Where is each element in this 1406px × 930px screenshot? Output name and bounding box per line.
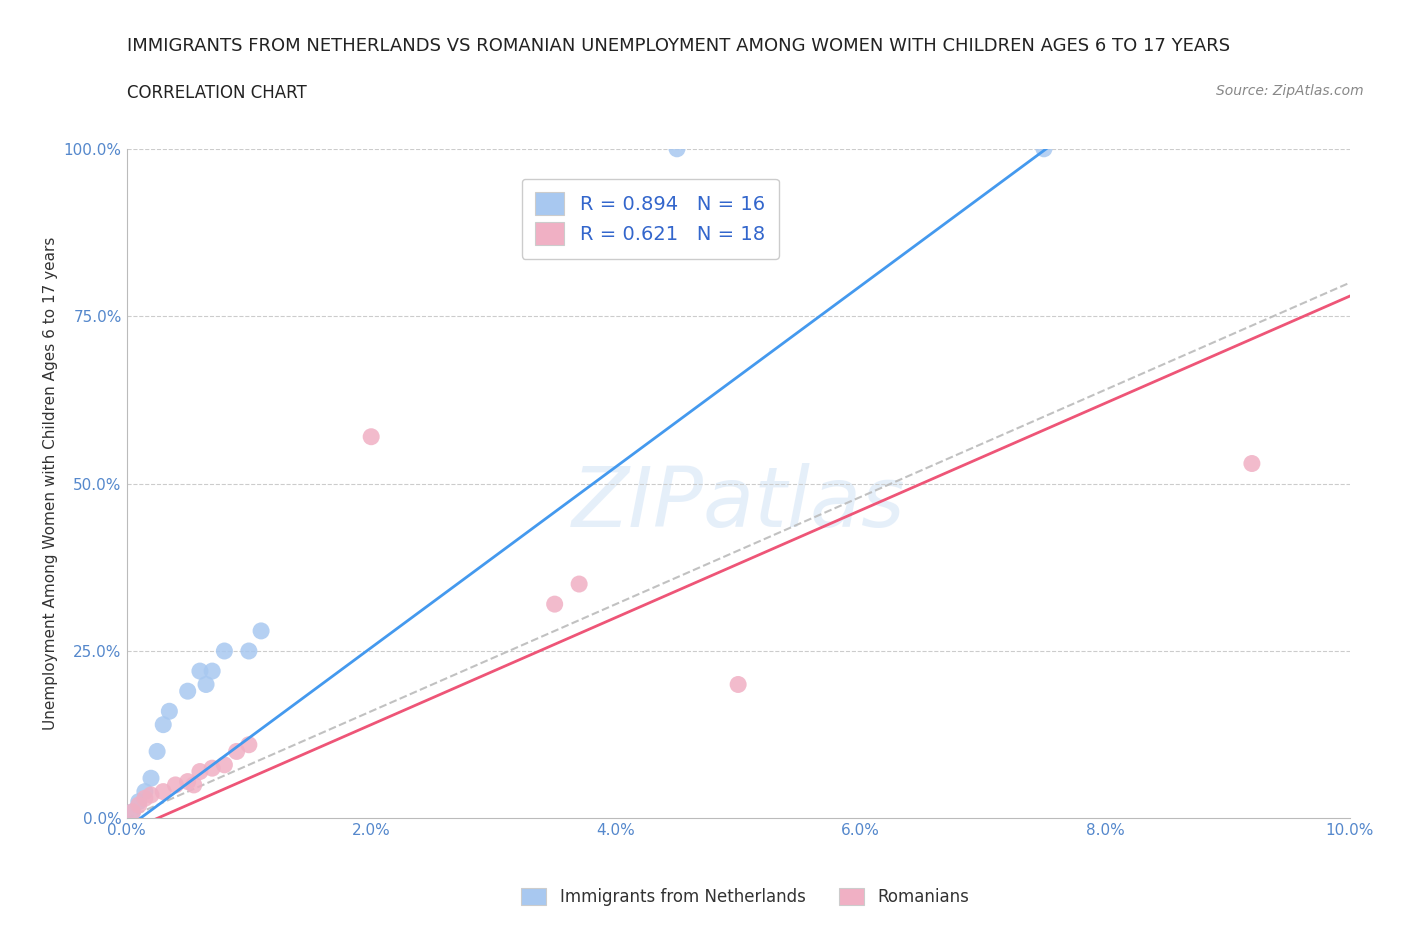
- Point: [188, 664, 211, 679]
- Point: [121, 804, 143, 819]
- Text: IMMIGRANTS FROM NETHERLANDS VS ROMANIAN UNEMPLOYMENT AMONG WOMEN WITH CHILDREN A: IMMIGRANTS FROM NETHERLANDS VS ROMANIAN …: [127, 37, 1230, 55]
- Point: [165, 777, 187, 792]
- Point: [727, 677, 749, 692]
- Point: [188, 764, 211, 779]
- Point: [201, 761, 224, 776]
- Text: Source: ZipAtlas.com: Source: ZipAtlas.com: [1216, 84, 1364, 98]
- Point: [128, 794, 150, 809]
- Point: [146, 744, 169, 759]
- Point: [134, 784, 156, 799]
- Point: [214, 644, 236, 658]
- Point: [177, 774, 200, 789]
- Text: CORRELATION CHART: CORRELATION CHART: [127, 84, 307, 101]
- Point: [121, 804, 143, 819]
- Point: [152, 717, 174, 732]
- Point: [177, 684, 200, 698]
- Point: [214, 757, 236, 772]
- Text: ZIPatlas: ZIPatlas: [571, 463, 905, 544]
- Point: [1240, 456, 1263, 471]
- Point: [134, 790, 156, 805]
- Point: [225, 744, 247, 759]
- Point: [128, 798, 150, 813]
- Point: [238, 644, 260, 658]
- Point: [360, 430, 382, 445]
- Point: [666, 141, 689, 156]
- Point: [157, 704, 180, 719]
- Point: [238, 737, 260, 752]
- Y-axis label: Unemployment Among Women with Children Ages 6 to 17 years: Unemployment Among Women with Children A…: [44, 237, 58, 730]
- Point: [250, 623, 273, 638]
- Point: [568, 577, 591, 591]
- Point: [201, 664, 224, 679]
- Point: [1032, 141, 1054, 156]
- Legend: Immigrants from Netherlands, Romanians: Immigrants from Netherlands, Romanians: [515, 881, 976, 912]
- Point: [183, 777, 205, 792]
- Point: [152, 784, 174, 799]
- Point: [139, 771, 162, 786]
- Point: [139, 788, 162, 803]
- Legend: R = 0.894   N = 16, R = 0.621   N = 18: R = 0.894 N = 16, R = 0.621 N = 18: [522, 179, 779, 259]
- Point: [543, 597, 565, 612]
- Point: [195, 677, 218, 692]
